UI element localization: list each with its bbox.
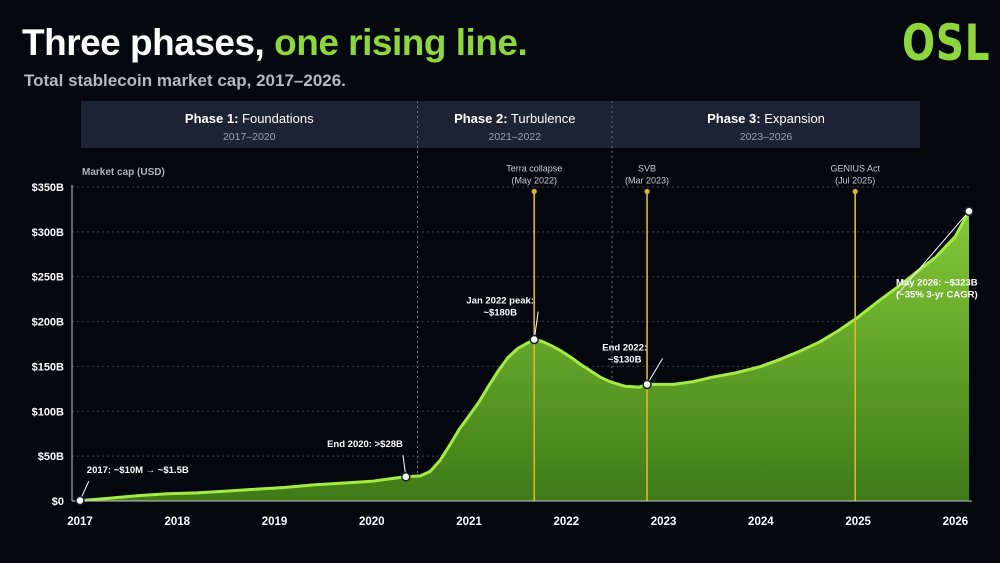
data-point-marker <box>964 206 974 216</box>
event-dot <box>531 188 537 195</box>
y-axis-label: Market cap (USD) <box>82 167 165 178</box>
y-tick-label: $50B <box>38 451 64 463</box>
annotation-label: May 2026: ~$323B <box>896 278 978 289</box>
data-point-marker <box>401 472 411 482</box>
annotation-label: 2017: ~$10M → ~$1.5B <box>87 465 189 476</box>
phase-title-bold: Phase 2: <box>454 111 507 126</box>
x-tick-label: 2024 <box>748 516 774 528</box>
x-tick-label: 2017 <box>67 516 93 528</box>
data-point-marker <box>529 334 539 345</box>
phase-years: 2023–2026 <box>740 131 793 143</box>
x-tick-label: 2020 <box>359 516 385 528</box>
annotation-label: End 2020: >$28B <box>327 439 403 450</box>
event-date: (Mar 2023) <box>625 175 669 185</box>
annotation-label: ~$130B <box>608 354 642 365</box>
phase-title-bold: Phase 1: <box>185 111 238 126</box>
annotation-label: ~$180B <box>483 308 517 319</box>
annotation-label: Jan 2022 peak: <box>466 296 534 307</box>
phase-title-bold: Phase 3: <box>707 111 760 126</box>
annotation-leader <box>897 210 970 295</box>
data-point-marker <box>642 379 652 390</box>
page-title: Three phases, one rising line. <box>22 22 528 64</box>
page-subtitle: Total stablecoin market cap, 2017–2026. <box>24 71 346 90</box>
title-highlight: one rising line. <box>274 22 528 63</box>
y-tick-label: $0 <box>52 496 64 508</box>
y-tick-label: $350B <box>32 182 64 194</box>
phase-title-rest: Expansion <box>761 111 825 126</box>
event-name: Terra collapse <box>506 163 562 173</box>
x-tick-label: 2021 <box>456 516 482 528</box>
title-main: Three phases, <box>22 22 265 63</box>
data-point-marker <box>75 495 85 506</box>
x-tick-label: 2019 <box>262 516 288 528</box>
x-tick-label: 2026 <box>943 516 969 528</box>
event-name: GENIUS Act <box>830 163 880 173</box>
phase-panel <box>81 101 418 148</box>
y-tick-label: $250B <box>32 272 64 284</box>
market-cap-area <box>80 211 969 501</box>
phase-panel <box>612 101 920 148</box>
annotation-label: (~35% 3-yr CAGR) <box>896 290 978 301</box>
phase-title: Phase 2: Turbulence <box>454 111 575 126</box>
phase-title: Phase 1: Foundations <box>185 111 314 126</box>
phase-title-rest: Foundations <box>238 111 314 126</box>
x-tick-label: 2025 <box>845 516 871 528</box>
event-dot <box>852 188 858 195</box>
event-name: SVB <box>638 163 656 173</box>
x-tick-label: 2018 <box>164 516 190 528</box>
y-tick-label: $200B <box>32 317 64 329</box>
phase-title: Phase 3: Expansion <box>707 111 825 126</box>
event-date: (Jul 2025) <box>835 175 875 185</box>
phase-years: 2021–2022 <box>488 131 541 143</box>
event-date: (May 2022) <box>511 175 557 185</box>
osl-logo: OSL <box>902 14 991 72</box>
y-tick-label: $100B <box>32 406 64 418</box>
phase-years: 2017–2020 <box>223 131 276 143</box>
y-tick-label: $150B <box>32 361 64 373</box>
annotation-leader <box>646 358 664 385</box>
x-tick-label: 2023 <box>651 516 677 528</box>
annotation-label: End 2022: <box>602 342 647 353</box>
phase-panel <box>417 101 613 148</box>
x-tick-label: 2022 <box>554 516 580 528</box>
phase-title-rest: Turbulence <box>508 111 576 126</box>
event-dot <box>644 188 650 195</box>
y-tick-label: $300B <box>32 227 64 239</box>
market-cap-line <box>79 210 971 503</box>
